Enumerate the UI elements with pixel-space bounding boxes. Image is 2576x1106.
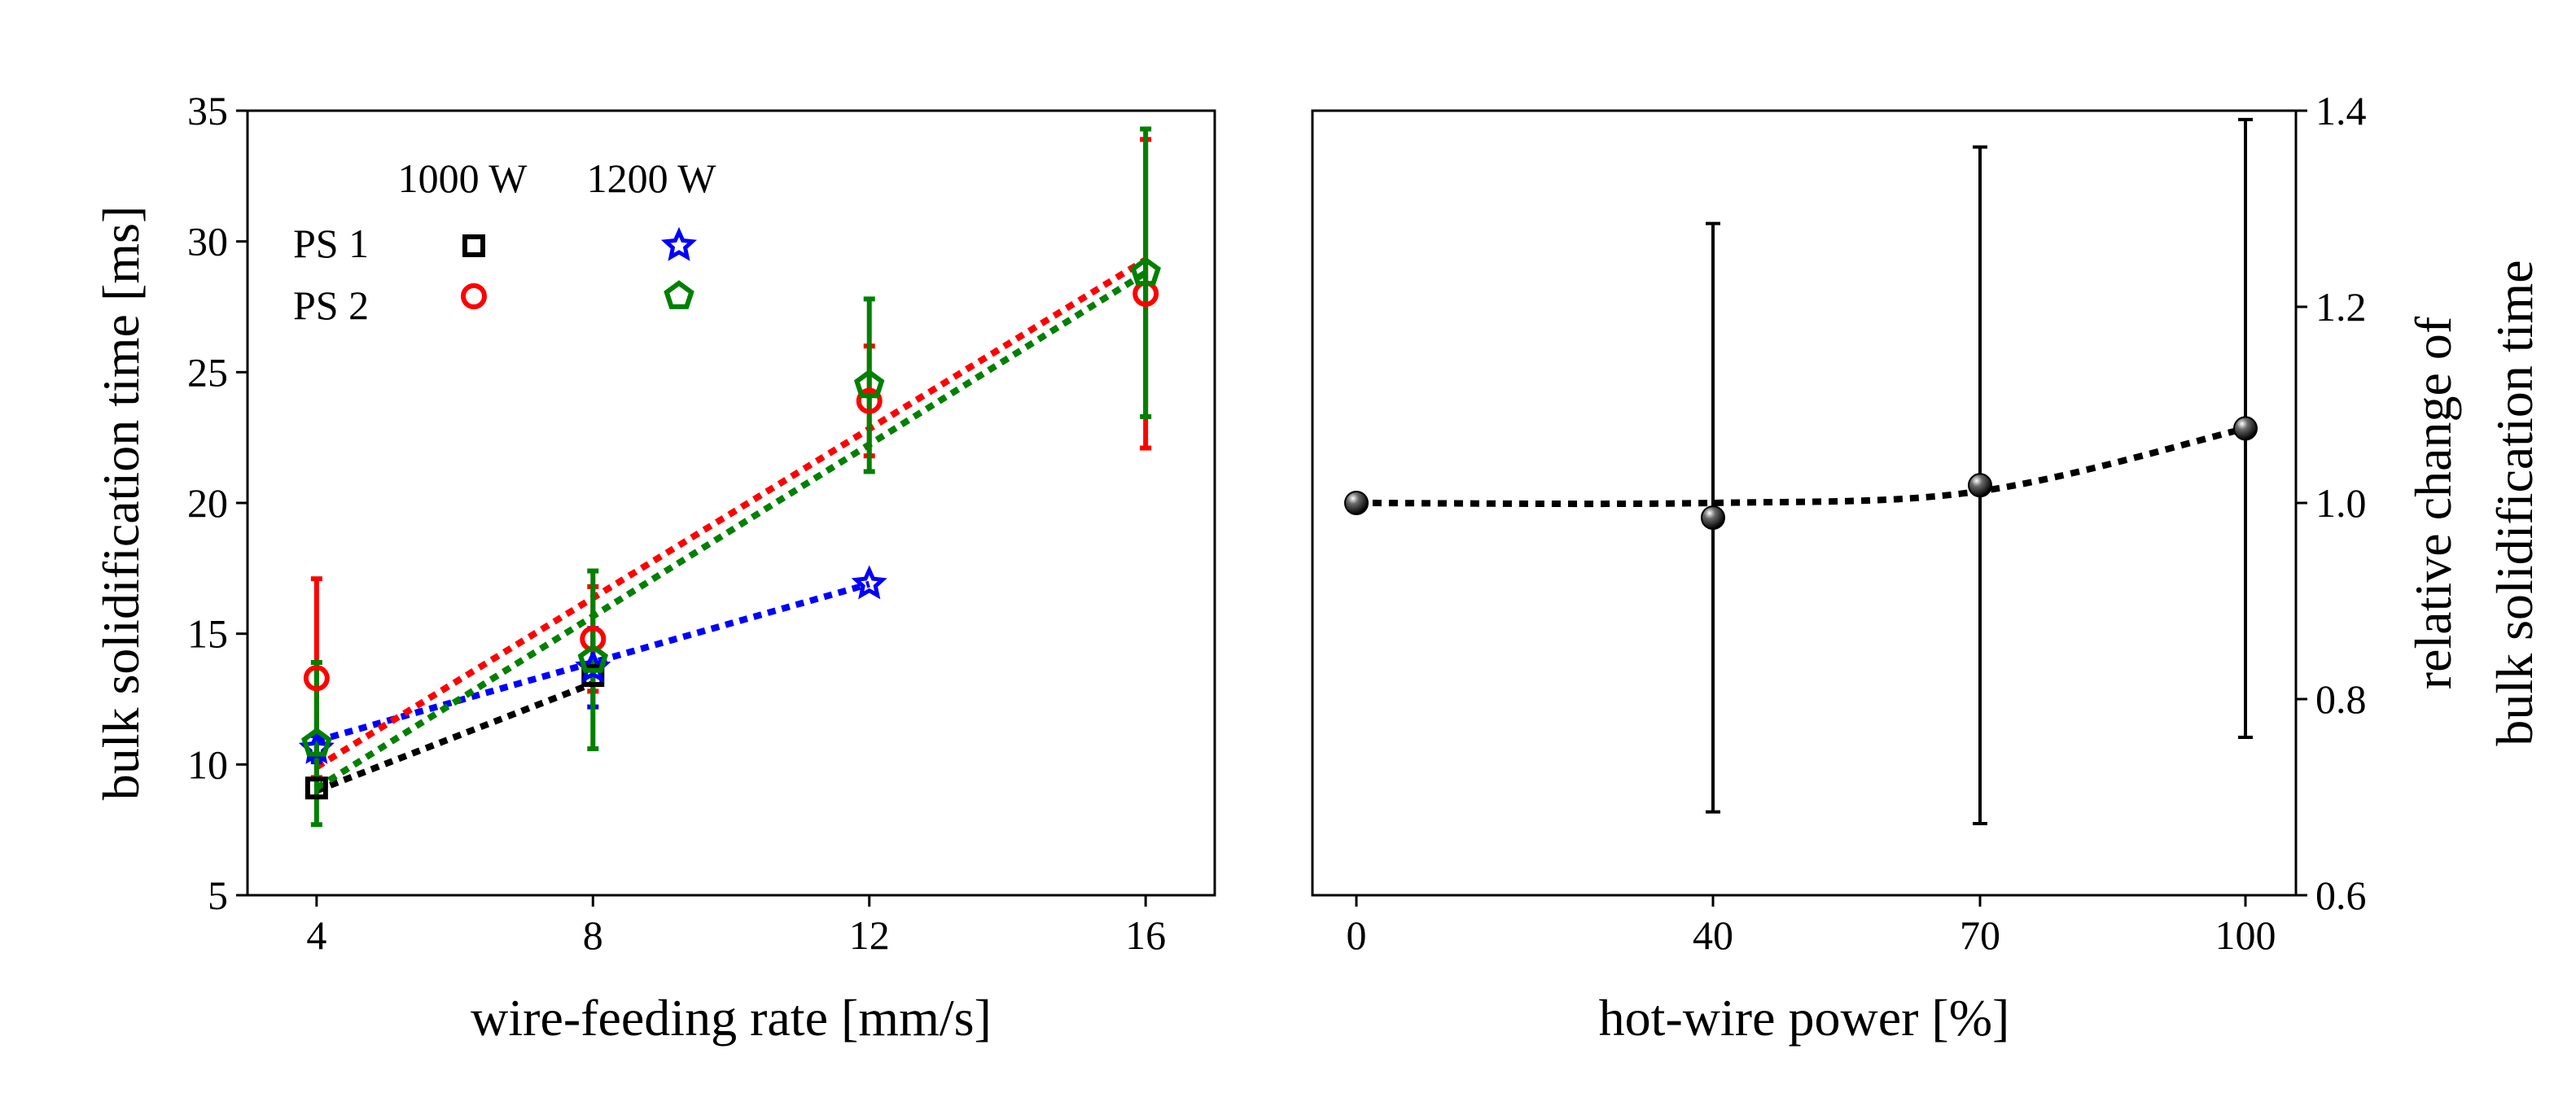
error-bar-ps-2-1200-w — [863, 296, 875, 474]
data-point-ps-2-1200-w — [301, 727, 332, 757]
left-plot-frame — [246, 109, 1216, 897]
data-point-ps-1-1000-w — [304, 776, 328, 800]
left-y-tick-label: 30 — [187, 219, 228, 264]
legend-row-ps2: PS 2 — [293, 282, 369, 328]
legend-marker-ps-1-1200-w — [660, 226, 698, 261]
fit-curve-relative-change — [1356, 425, 2246, 508]
left-x-tick-label: 4 — [306, 912, 326, 958]
right-chart: 0 40 70 100 0.6 0.8 1.0 1.2 1.4 hot-wire power [… — [1311, 88, 2543, 1047]
legend-marker-ps-2-1000-w — [461, 283, 487, 309]
right-x-tick-label: 70 — [1960, 912, 2000, 958]
left-y-tick-label: 10 — [187, 741, 228, 787]
fit-line-ps-2-1000-w — [314, 256, 1148, 770]
left-x-tick-label: 12 — [849, 912, 890, 958]
legend-marker-ps-1-1000-w — [462, 234, 485, 257]
error-bar-ps-2-1200-w — [1140, 126, 1152, 419]
left-x-tick-label: 16 — [1125, 912, 1166, 958]
fit-line-ps-1-1000-w — [315, 680, 594, 794]
left-y-tick-label: 35 — [187, 88, 228, 133]
fit-line-ps-1-1200-w — [315, 580, 870, 745]
right-plot-frame — [1311, 109, 2298, 897]
legend-column-1000w: 1000 W — [398, 155, 528, 201]
left-y-tick-label: 25 — [187, 349, 228, 395]
left-legend: 1000 W 1200 W PS 1 PS 2 — [293, 155, 716, 328]
data-point-relative-change — [1701, 505, 1725, 531]
right-x-tick-label: 0 — [1347, 912, 1367, 958]
right-x-tick-label: 100 — [2215, 912, 2276, 958]
data-point-ps-1-1200-w — [851, 565, 887, 600]
data-point-relative-change — [2233, 416, 2258, 441]
left-y-tick-label: 15 — [187, 611, 228, 657]
right-y-tick-label: 0.8 — [2315, 676, 2367, 722]
left-x-tick-label: 8 — [583, 912, 603, 958]
right-y-axis-label-line1: relative change of — [2404, 316, 2462, 689]
right-y-tick-label: 1.0 — [2315, 480, 2367, 526]
fit-line-ps-2-1200-w — [314, 269, 1148, 791]
right-y-axis-label-line2: bulk solidification time — [2486, 260, 2543, 745]
right-y-tick-label: 0.6 — [2315, 872, 2367, 918]
data-point-ps-2-1200-w — [853, 369, 885, 399]
right-y-tick-label: 1.2 — [2315, 284, 2367, 330]
right-x-tick-label: 40 — [1693, 912, 1733, 958]
error-bar-ps-2-1200-w — [587, 568, 599, 752]
data-point-relative-change — [1344, 491, 1369, 515]
right-y-tick-label: 1.4 — [2315, 88, 2367, 133]
left-x-axis-label: wire-feeding rate [mm/s] — [471, 989, 992, 1047]
left-y-axis-label: bulk solidification time [ms] — [92, 206, 150, 801]
legend-row-ps1: PS 1 — [293, 221, 369, 266]
data-point-ps-2-1200-w — [577, 644, 609, 673]
legend-marker-ps-2-1200-w — [664, 280, 694, 309]
right-x-axis-label: hot-wire power [%] — [1599, 989, 2010, 1047]
legend-column-1200w: 1200 W — [587, 155, 717, 201]
left-y-tick-label: 20 — [187, 480, 228, 526]
data-point-ps-2-1200-w — [1130, 256, 1161, 286]
left-chart: 4 8 12 16 5 10 15 20 25 30 35 1000 W 1200 W PS 1 P… — [92, 88, 1216, 1047]
data-point-ps-2-1000-w — [303, 665, 330, 692]
left-y-tick-label: 5 — [208, 872, 228, 918]
data-point-relative-change — [1968, 473, 1992, 498]
data-point-ps-2-1000-w — [856, 387, 883, 414]
